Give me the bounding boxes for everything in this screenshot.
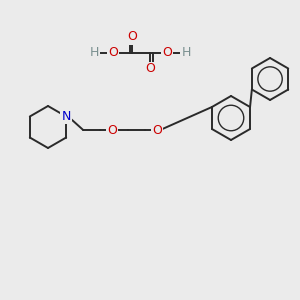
Text: O: O [145, 62, 155, 76]
Text: O: O [152, 124, 162, 136]
Text: O: O [108, 46, 118, 59]
Text: O: O [107, 124, 117, 136]
Text: O: O [162, 46, 172, 59]
Text: H: H [181, 46, 191, 59]
Text: N: N [61, 110, 71, 123]
Text: H: H [89, 46, 99, 59]
Text: O: O [127, 31, 137, 44]
